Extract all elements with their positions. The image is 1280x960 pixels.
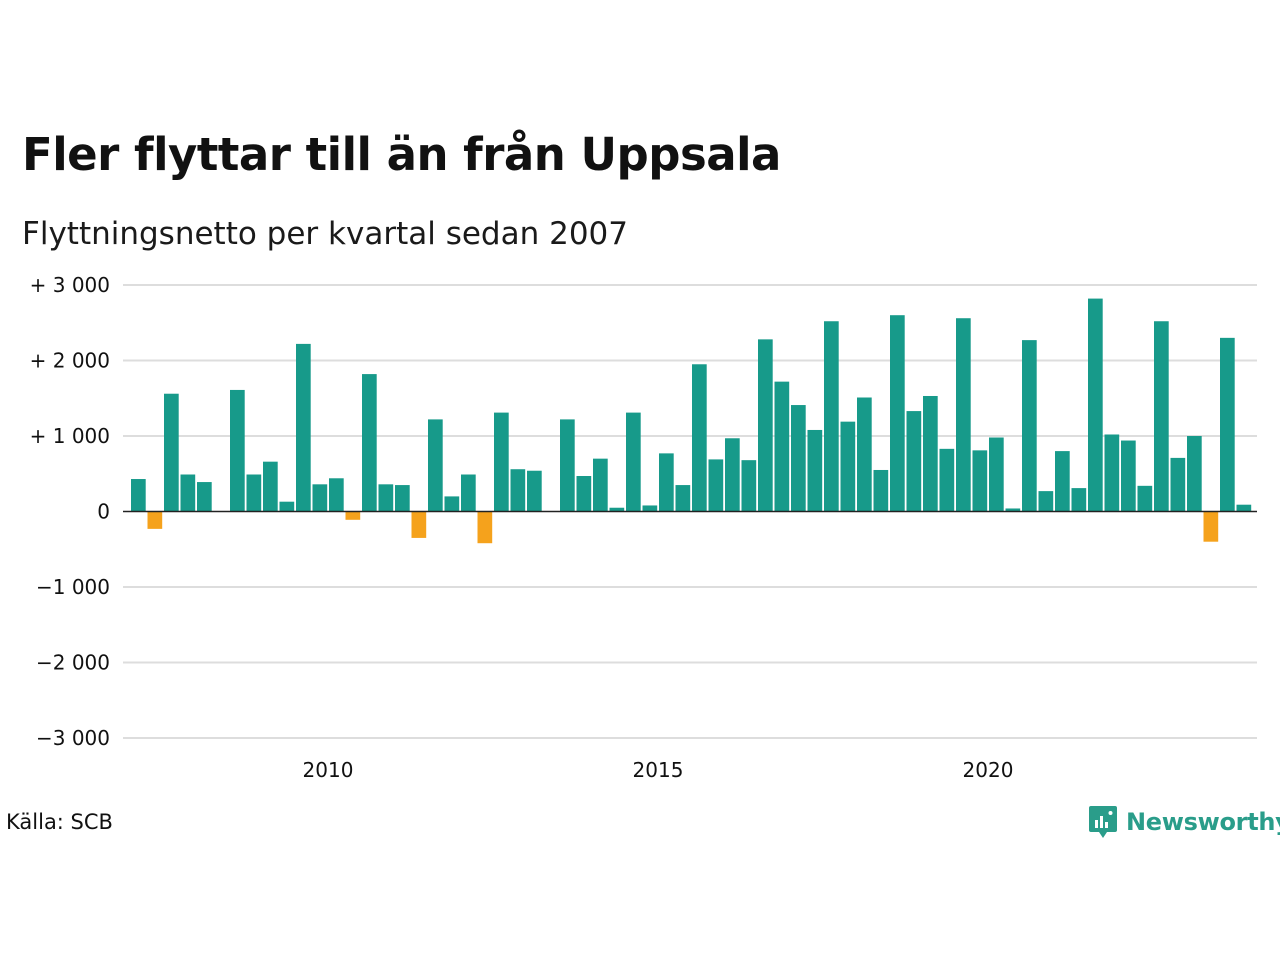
x-axis-labels: 2010 2015 2020 [303,758,1014,782]
bar [246,474,262,512]
bar [758,339,773,512]
bar [972,450,988,512]
source-note: Källa: SCB [6,810,113,834]
bar [510,469,526,512]
y-axis-labels: + 3 000 + 2 000 + 1 000 0 −1 000 −2 000 −3 000 [30,273,110,750]
bar [1038,491,1054,512]
bar [279,501,295,512]
bar [708,459,724,512]
bars [123,298,1257,544]
bar [527,470,542,512]
bar [477,511,493,544]
x-tick-label: 2020 [963,758,1014,782]
bar [312,484,328,512]
bar [857,397,872,512]
bar [428,419,443,512]
bar [741,460,757,512]
newsworthy-logo-icon [1089,806,1117,838]
y-tick-label: + 1 000 [30,424,110,448]
x-tick-label: 2010 [303,758,354,782]
bar [1170,457,1186,512]
chart-title: Fler flyttar till än från Uppsala [22,128,781,181]
bar [164,393,179,512]
bar [593,458,608,512]
bar [1005,508,1021,512]
y-tick-label: −3 000 [36,726,110,750]
bar [1236,504,1252,512]
bar [1088,298,1103,512]
bar [1137,485,1153,512]
bar [890,315,905,512]
bar [642,505,658,512]
bar [197,482,212,512]
y-tick-label: 0 [97,500,110,524]
bar [263,461,278,512]
x-tick-label: 2015 [633,758,684,782]
newsworthy-logo[interactable]: Newsworthy [1088,804,1280,840]
bar [494,412,509,512]
bar [1104,434,1120,512]
bar [1203,511,1219,542]
bar [147,511,163,529]
bar [1022,340,1037,512]
newsworthy-logo-text: Newsworthy [1126,808,1280,836]
bar [692,364,707,512]
bar [378,484,394,512]
bar [1187,436,1202,512]
chart-subtitle: Flyttningsnetto per kvartal sedan 2007 [22,216,628,252]
bar [1121,440,1136,512]
bar-chart: + 3 000 + 2 000 + 1 000 0 −1 000 −2 000 −3 000… [30,273,1257,782]
bar [659,453,674,512]
bar [560,419,575,512]
bar [180,474,196,512]
bar [774,381,790,512]
bar [939,448,955,512]
bar [230,389,245,512]
bar [1071,488,1087,512]
bar [675,485,691,512]
bar [956,318,971,512]
bar [395,485,410,512]
bar [791,405,806,512]
bar [923,395,938,512]
bar [296,343,311,512]
bar [725,438,740,512]
bar [576,476,592,512]
bar [906,411,922,512]
bar [609,507,625,512]
bar [461,474,476,512]
bar [345,511,361,520]
grid-lines [123,284,1257,739]
y-tick-label: + 3 000 [30,273,110,297]
bar [626,412,641,512]
bar [989,437,1004,512]
y-tick-label: −1 000 [36,575,110,599]
bar [444,496,460,512]
bar [131,479,146,512]
y-tick-label: −2 000 [36,651,110,675]
y-tick-label: + 2 000 [30,349,110,373]
bar [824,321,839,512]
bar [840,421,856,512]
bar [411,511,427,538]
bar [873,469,889,512]
bar [807,429,823,512]
bar [1154,321,1169,512]
bar [362,374,377,512]
bar [1220,337,1235,512]
bar [329,478,344,512]
bar [1055,451,1070,512]
